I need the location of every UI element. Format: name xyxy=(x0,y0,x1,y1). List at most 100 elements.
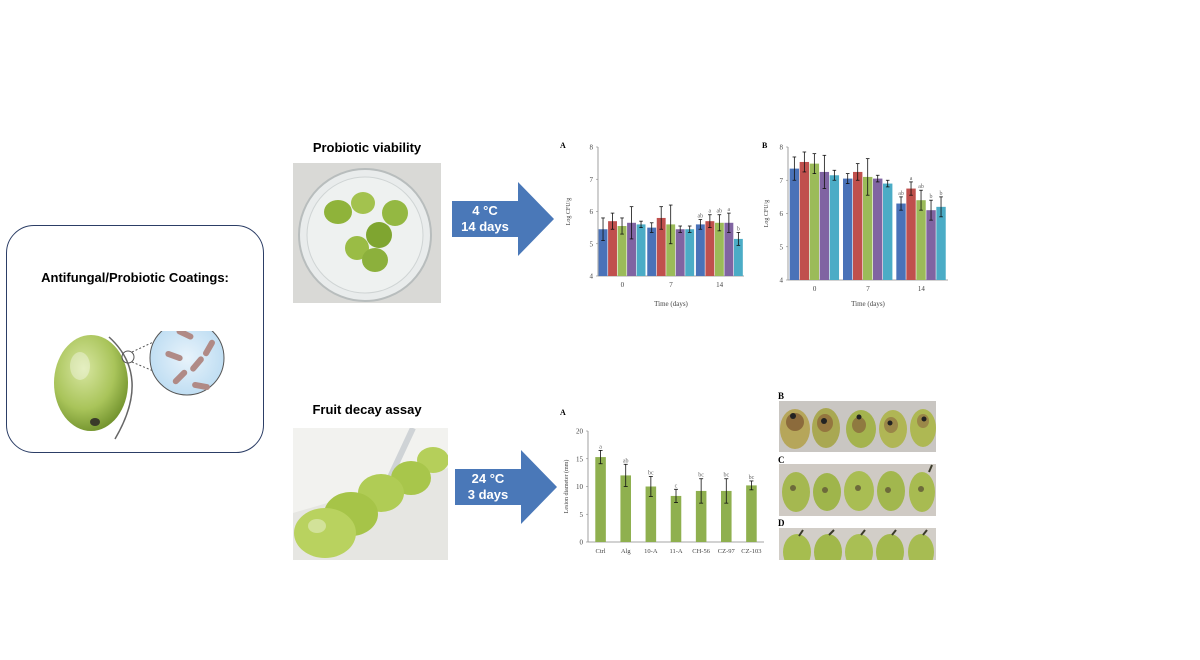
y-tick-label: 20 xyxy=(576,428,584,436)
bacteria-cells xyxy=(165,331,215,391)
y-tick-label: 15 xyxy=(576,455,584,463)
significance-letter: a xyxy=(728,207,731,213)
photo-panel-d xyxy=(779,528,936,560)
significance-letter: ab xyxy=(898,191,904,197)
y-tick-label: 5 xyxy=(780,243,784,251)
x-tick-label: 7 xyxy=(669,281,673,289)
grape-shape xyxy=(54,335,128,431)
bar xyxy=(675,229,685,276)
grape-wound xyxy=(90,418,100,426)
photo-panel-b xyxy=(779,401,936,452)
y-axis-label: Log CFU/g xyxy=(764,200,770,228)
bar xyxy=(789,168,800,280)
x-tick-label: CZ-97 xyxy=(718,548,736,555)
bar xyxy=(714,222,724,276)
bar xyxy=(608,221,617,276)
x-tick-label: Ctrl xyxy=(596,548,606,555)
bar xyxy=(620,475,631,542)
x-tick-label: 14 xyxy=(918,285,926,293)
bar xyxy=(645,486,657,542)
significance-letter: bc xyxy=(749,475,755,481)
grape-berries xyxy=(324,192,408,272)
y-tick-label: 6 xyxy=(780,210,784,218)
bar xyxy=(647,227,657,276)
significance-letter: a xyxy=(599,444,602,450)
bar xyxy=(883,183,893,280)
viability-temperature: 4 °C xyxy=(472,203,498,218)
y-tick-label: 4 xyxy=(590,273,594,281)
decay-arrow xyxy=(455,450,557,524)
significance-letter: b xyxy=(737,226,740,232)
significance-letter: b xyxy=(940,191,943,197)
x-tick-label: 0 xyxy=(813,285,817,293)
bar xyxy=(721,490,732,542)
bar xyxy=(627,222,636,276)
y-axis-label: Lesion diameter (mm) xyxy=(563,460,570,514)
bar xyxy=(656,217,666,276)
panel-letter: B xyxy=(762,141,768,150)
bar xyxy=(926,210,936,280)
decay-temperature: 24 °C xyxy=(471,471,505,486)
bar xyxy=(636,224,646,276)
bar xyxy=(799,161,810,280)
photo-panel-c-letter: C xyxy=(778,455,785,465)
bar xyxy=(724,222,734,276)
coated-grape-illustration xyxy=(54,331,225,440)
bar xyxy=(819,171,830,280)
y-tick-label: 0 xyxy=(580,539,584,547)
y-tick-label: 4 xyxy=(780,277,784,285)
x-tick-label: 14 xyxy=(716,281,724,289)
bar xyxy=(896,203,906,280)
significance-letter: bc xyxy=(723,473,729,479)
x-tick-label: 7 xyxy=(866,285,870,293)
decay-title: Fruit decay assay xyxy=(312,402,422,417)
significance-letter: a xyxy=(910,176,913,182)
significance-letter: ab xyxy=(623,458,629,464)
bar xyxy=(685,229,695,276)
panel-letter: A xyxy=(560,141,566,150)
bar xyxy=(595,457,606,542)
y-tick-label: 10 xyxy=(576,483,584,491)
bar xyxy=(916,200,926,280)
y-tick-label: 6 xyxy=(590,208,594,216)
significance-letter: ab xyxy=(918,184,924,190)
bar xyxy=(695,490,707,542)
significance-letter: c xyxy=(675,483,678,489)
y-tick-label: 8 xyxy=(780,144,784,152)
bar xyxy=(829,175,840,280)
decay-duration: 3 days xyxy=(467,487,509,502)
photo-panel-d-letter: D xyxy=(778,518,785,528)
x-axis-label: Time (days) xyxy=(654,300,688,308)
x-tick-label: Alg xyxy=(621,548,632,555)
bar xyxy=(936,206,946,280)
significance-letter: ab xyxy=(698,214,704,220)
y-tick-label: 8 xyxy=(590,144,594,152)
photo-panel-b-letter: B xyxy=(778,391,785,401)
bar xyxy=(705,221,715,276)
panel-letter: A xyxy=(560,408,566,417)
viability-title: Probiotic viability xyxy=(312,140,422,155)
y-axis-label: Log CFU/g xyxy=(566,198,572,226)
viability-duration: 14 days xyxy=(461,219,509,234)
bar xyxy=(906,188,916,280)
y-tick-label: 7 xyxy=(590,176,594,184)
decay-photo xyxy=(293,428,448,560)
bar xyxy=(598,229,608,276)
x-tick-label: 11-A xyxy=(669,548,682,555)
photo-panel-c xyxy=(779,464,936,516)
bar xyxy=(746,485,757,542)
bar xyxy=(863,176,873,280)
y-tick-label: 5 xyxy=(590,240,594,248)
x-tick-label: 0 xyxy=(621,281,625,289)
bar xyxy=(617,226,627,276)
bar xyxy=(809,163,820,280)
grape-row xyxy=(294,447,448,558)
decay-chart-a: A 0 5 10 15 20 Lesion diameter (mm) a Ctrl ab Alg b… xyxy=(560,408,764,555)
bar xyxy=(695,224,705,276)
x-tick-label: CZ-103 xyxy=(741,548,761,555)
bar xyxy=(670,495,682,542)
y-tick-label: 5 xyxy=(580,511,584,519)
coatings-title: Antifungal/Probiotic Coatings: xyxy=(41,270,229,285)
viability-photo xyxy=(293,163,441,303)
